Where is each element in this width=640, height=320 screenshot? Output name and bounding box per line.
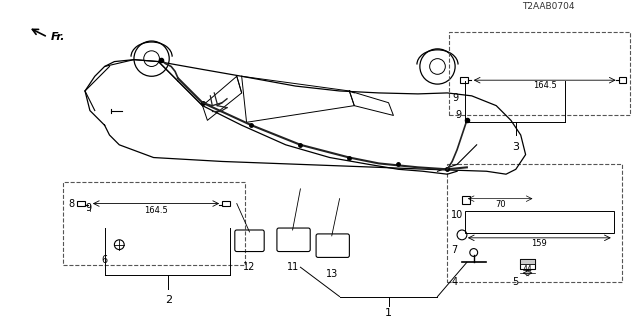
Text: 3: 3 [513,142,519,152]
Text: 5: 5 [512,277,518,287]
Bar [520,260,536,269]
Text: 12: 12 [243,262,256,272]
Bar [619,77,627,83]
Bar [520,260,536,264]
Text: 11: 11 [287,262,299,272]
Bar [222,201,230,206]
Bar [460,77,468,83]
Text: 1: 1 [385,308,392,318]
Text: 9: 9 [452,93,458,103]
Bar [462,196,470,204]
Text: 164.5: 164.5 [533,81,557,90]
Text: 44: 44 [523,265,532,274]
Bar [77,201,85,206]
Text: T2AAB0704: T2AAB0704 [522,2,575,11]
Text: Fr.: Fr. [51,32,65,42]
Text: 10: 10 [451,211,463,220]
Text: 164.5: 164.5 [143,205,168,214]
Text: 9: 9 [85,203,91,213]
Text: 70: 70 [495,200,506,209]
Text: 2: 2 [164,295,172,305]
Text: 159: 159 [531,239,547,248]
Text: 4: 4 [451,277,458,287]
Text: 6: 6 [102,255,108,266]
Text: 13: 13 [326,269,338,279]
Text: 8: 8 [68,199,74,209]
Text: 9: 9 [455,109,461,120]
Text: 7: 7 [451,245,458,255]
